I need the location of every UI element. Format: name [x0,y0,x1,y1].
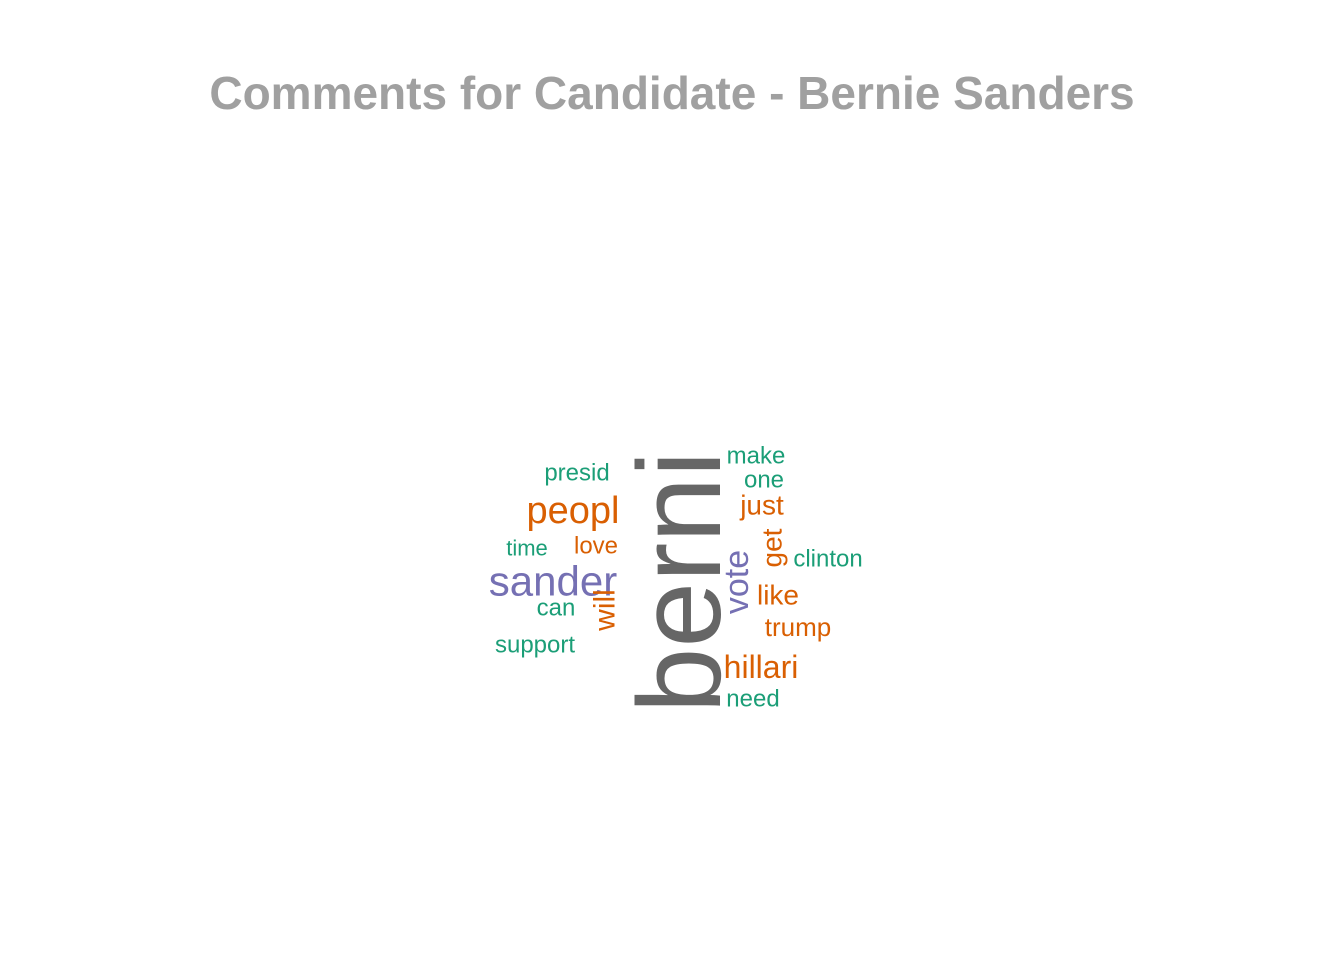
word-sander: sander [489,558,617,605]
word-hillari: hillari [724,649,799,685]
word-get: get [757,528,788,567]
word-peopl: peopl [527,490,620,532]
chart-title: Comments for Candidate - Bernie Sanders [209,67,1135,119]
word-one: one [744,467,784,494]
word-need: need [726,686,779,713]
word-presid: presid [544,460,609,487]
word-love: love [574,533,618,560]
word-clinton: clinton [793,546,862,573]
word-just: just [739,490,784,521]
word-berni: berni [614,451,746,713]
word-trump: trump [765,612,831,642]
word-support: support [495,632,575,659]
word-like: like [757,580,799,611]
word-vote: vote [718,550,756,614]
word-will: will [589,589,622,632]
word-make: make [727,443,786,470]
word-can: can [537,595,576,622]
word-time: time [506,536,548,561]
